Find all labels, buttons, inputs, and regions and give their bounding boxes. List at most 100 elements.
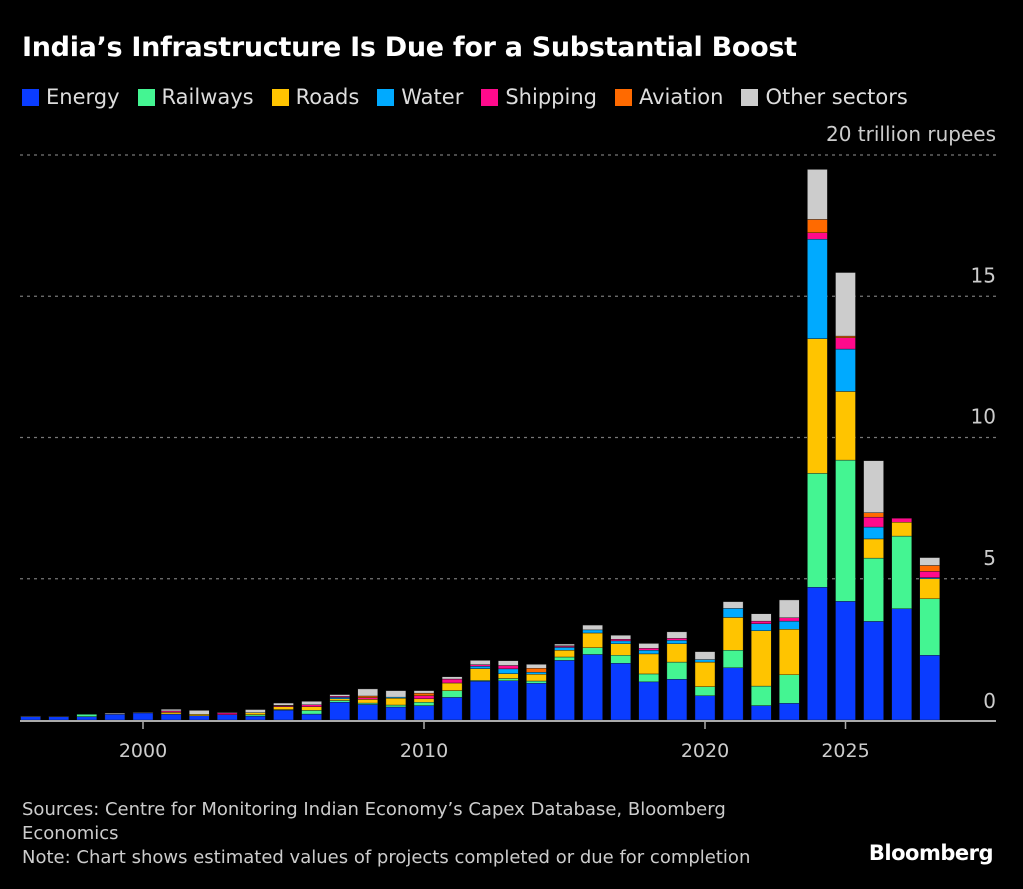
bar-segment xyxy=(554,660,575,721)
bar-segment xyxy=(217,712,238,714)
y-tick-label: 10 xyxy=(971,405,996,429)
bar-segment xyxy=(188,710,210,715)
y-tick-label: 0 xyxy=(983,689,996,713)
bar-segment xyxy=(188,714,210,716)
bar-segment xyxy=(301,706,322,711)
bar-segment xyxy=(610,640,631,644)
bar-segment xyxy=(610,655,631,664)
bar-segment xyxy=(413,690,435,694)
legend-swatch xyxy=(137,88,155,106)
bar-segment xyxy=(919,571,940,578)
bar-segment xyxy=(863,557,884,622)
bar-segment xyxy=(891,522,912,537)
bar-segment xyxy=(582,629,603,634)
bar-segment xyxy=(807,219,828,233)
bar-segment xyxy=(891,535,912,609)
bar-segment xyxy=(638,643,659,649)
bar-segment xyxy=(610,639,631,642)
bar-segment xyxy=(498,660,519,666)
bar-segment xyxy=(582,632,603,648)
bar-segment xyxy=(470,666,491,669)
bar-segment xyxy=(835,337,856,350)
bar-segment xyxy=(160,710,182,713)
bar-segment xyxy=(301,701,322,705)
bar-segment xyxy=(919,578,940,600)
legend-swatch xyxy=(481,88,499,106)
bar-segment xyxy=(48,716,69,721)
bar-segment xyxy=(554,650,575,658)
bar-segment xyxy=(413,705,435,721)
bar-segment xyxy=(751,613,772,622)
bar-segment xyxy=(217,712,238,715)
bar-segment xyxy=(329,702,350,721)
bar-segment xyxy=(919,655,940,721)
legend-item: Shipping xyxy=(481,85,597,109)
bar-segment xyxy=(245,714,266,717)
bar-segment xyxy=(413,702,435,706)
bar-segment xyxy=(807,232,828,240)
bar-segment xyxy=(554,647,575,651)
bar-segment xyxy=(441,676,463,680)
bar-segment xyxy=(835,601,856,721)
legend-label: Aviation xyxy=(638,85,724,109)
bar-segment xyxy=(694,695,716,721)
bar-segment xyxy=(779,703,800,721)
legend-item: Water xyxy=(377,85,463,109)
bar-segment xyxy=(385,698,407,706)
bar-segment xyxy=(20,715,41,717)
bar-segment xyxy=(160,713,182,721)
bar-segment xyxy=(610,643,631,656)
bar-segment xyxy=(835,335,856,338)
bar-segment xyxy=(329,697,350,700)
bar-segment xyxy=(666,631,688,639)
legend-label: Shipping xyxy=(505,85,597,109)
bar-segment xyxy=(498,680,519,721)
bar-segment xyxy=(245,709,266,713)
legend-label: Roads xyxy=(295,85,360,109)
bar-segment xyxy=(779,617,800,622)
bar-segment xyxy=(357,699,378,704)
bar-segment xyxy=(301,710,322,715)
bar-segment xyxy=(751,685,772,706)
bar-segment xyxy=(273,706,294,710)
bar-segment xyxy=(891,608,912,721)
bar-segment xyxy=(722,617,744,651)
note-text: Note: Chart shows estimated values of pr… xyxy=(22,847,751,868)
bar-segment xyxy=(132,712,154,714)
bar-segment xyxy=(498,678,519,681)
bar-segment xyxy=(582,654,603,721)
legend-item: Railways xyxy=(137,85,254,109)
x-tick-label: 2000 xyxy=(119,740,167,762)
bar-segment xyxy=(891,518,912,523)
x-tick-label: 2010 xyxy=(400,740,448,762)
bar-segment xyxy=(638,648,659,651)
bar-segment xyxy=(863,516,884,528)
bar-segment xyxy=(470,660,491,665)
bar-segment xyxy=(357,688,378,697)
bar-segment xyxy=(245,715,266,721)
bar-segment xyxy=(76,714,98,717)
bar-segment xyxy=(751,630,772,687)
bar-segment xyxy=(526,668,547,673)
bar-segment xyxy=(526,683,547,721)
bar-segment xyxy=(919,565,940,572)
bar-segment xyxy=(751,705,772,721)
bar-segment xyxy=(470,681,491,721)
x-tick-label: 2025 xyxy=(821,740,869,762)
bar-segment xyxy=(554,643,575,646)
bar-segment xyxy=(526,664,547,669)
legend-item: Aviation xyxy=(614,85,724,109)
chart-title: India’s Infrastructure Is Due for a Subs… xyxy=(22,32,797,63)
bar-segment xyxy=(273,709,294,721)
bar-segment xyxy=(301,704,322,707)
bar-segment xyxy=(666,640,688,644)
bar-segment xyxy=(694,686,716,696)
bar-segment xyxy=(217,714,238,721)
bar-segment xyxy=(329,700,350,703)
bar-segment xyxy=(357,695,378,698)
bar-segment xyxy=(722,608,744,618)
legend-swatch xyxy=(22,88,39,106)
bar-segment xyxy=(863,512,884,518)
bar-segment xyxy=(638,650,659,655)
